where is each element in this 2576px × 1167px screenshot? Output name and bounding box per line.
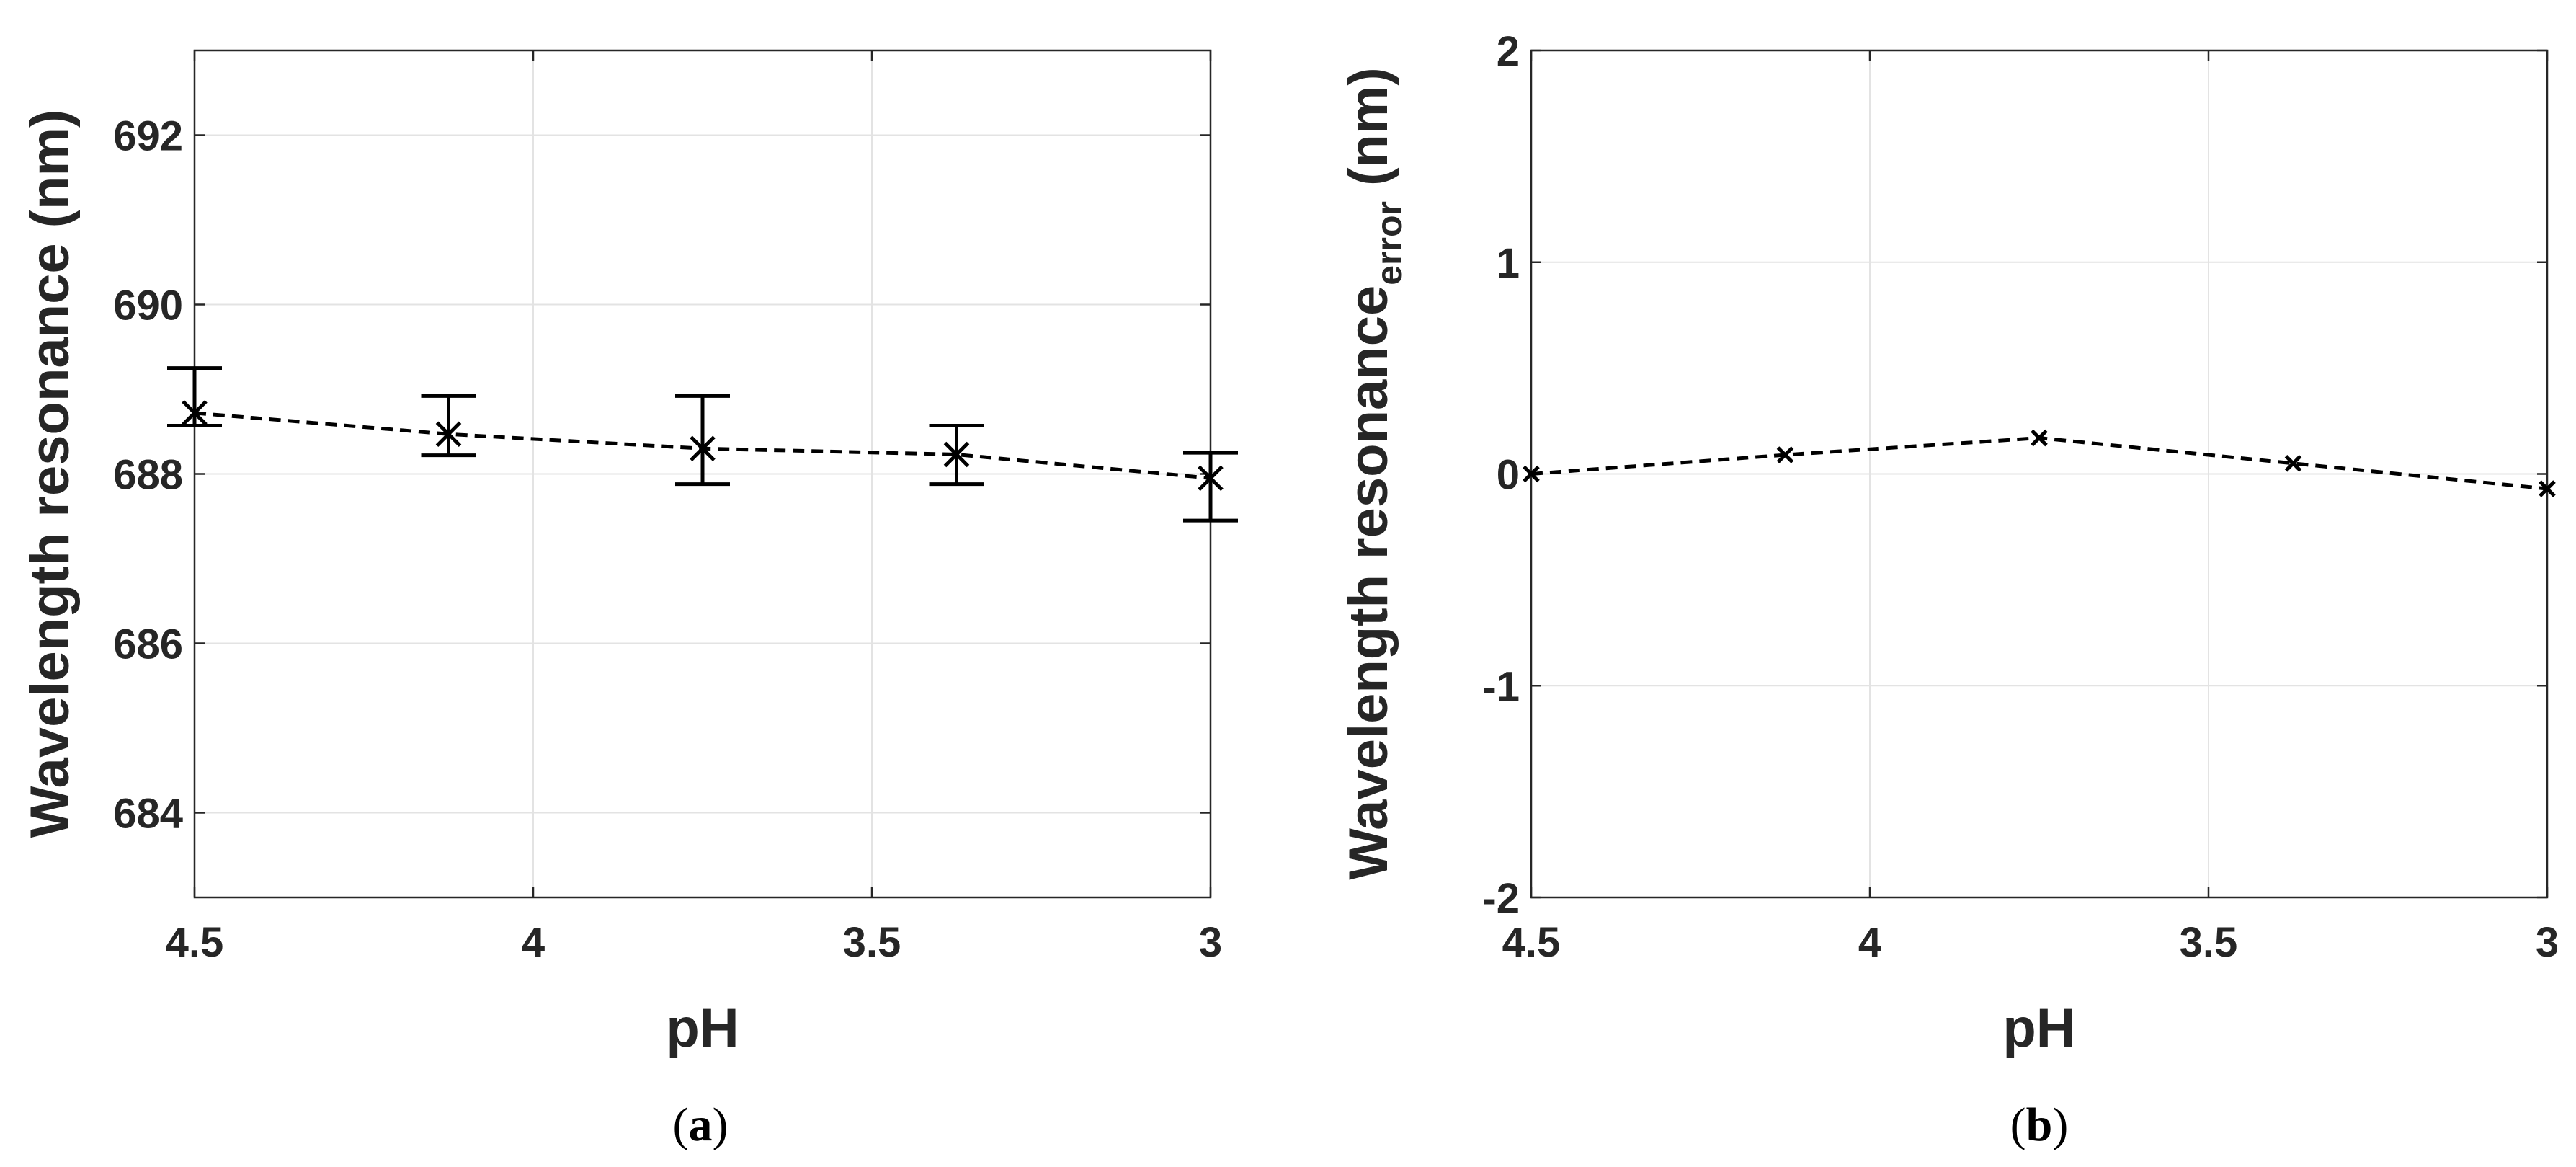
x-axis-label-a: pH <box>666 998 739 1059</box>
x-tick-label: 3.5 <box>843 919 901 966</box>
markers-a <box>182 400 1224 492</box>
x-tick-label: 4.5 <box>166 919 224 966</box>
data-point <box>2284 455 2302 472</box>
y-tick-label: 692 <box>113 113 183 160</box>
x-tick-label: 3 <box>2536 919 2559 966</box>
panel-caption-a: (a) <box>673 1099 728 1151</box>
y-axis-label-b: Wavelength resonanceerror (nm) <box>1338 67 1409 879</box>
error-bar <box>421 394 476 458</box>
x-axis-label-b: pH <box>2002 998 2075 1059</box>
x-tick-label: 3.5 <box>2180 919 2238 966</box>
y-tick-label: 0 <box>1497 452 1520 499</box>
y-tick-label: 688 <box>113 452 183 499</box>
x-tick-label: 3 <box>1199 919 1222 966</box>
error-bar <box>167 366 222 428</box>
y-tick-label: 2 <box>1497 28 1520 75</box>
x-tick-labels-a: 4.5 4 3.5 3 <box>166 919 1222 966</box>
data-point <box>182 400 208 426</box>
data-point <box>690 435 716 462</box>
data-point <box>943 441 970 468</box>
y-tick-labels-a: 684 686 688 690 692 <box>113 113 183 838</box>
x-tick-label: 4.5 <box>1502 919 1561 966</box>
y-tick-label: -2 <box>1482 875 1520 922</box>
x-tick-label: 4 <box>1858 919 1881 966</box>
data-point <box>1776 446 1794 463</box>
error-bar <box>675 394 730 487</box>
y-tick-label: -1 <box>1482 663 1520 710</box>
panel-caption-b: (b) <box>2010 1099 2069 1151</box>
markers-b <box>1523 429 2556 497</box>
data-point <box>435 421 462 448</box>
data-point <box>1198 465 1224 492</box>
tick-marks-a <box>193 50 1212 897</box>
error-bar <box>1183 451 1238 523</box>
y-tick-label: 686 <box>113 621 183 668</box>
x-tick-labels-b: 4.5 4 3.5 3 <box>1502 919 2559 966</box>
panel-b: 4.5 4 3.5 3 -2 -1 0 1 2 pH Wavelength resonance… <box>1338 28 2559 1151</box>
y-tick-label: 690 <box>113 283 183 329</box>
y-tick-label: 1 <box>1497 240 1520 287</box>
y-tick-labels-b: -2 -1 0 1 2 <box>1482 28 1520 922</box>
y-tick-label: 684 <box>113 791 183 838</box>
y-axis-label-a: Wavelength resonance (nm) <box>19 110 81 838</box>
panel-a: 4.5 4 3.5 3 684 686 688 690 692 pH Wavelength r… <box>19 49 1238 1151</box>
data-point <box>2539 480 2556 497</box>
data-point <box>2031 429 2048 447</box>
data-point <box>1523 465 1540 483</box>
x-tick-label: 4 <box>522 919 545 966</box>
